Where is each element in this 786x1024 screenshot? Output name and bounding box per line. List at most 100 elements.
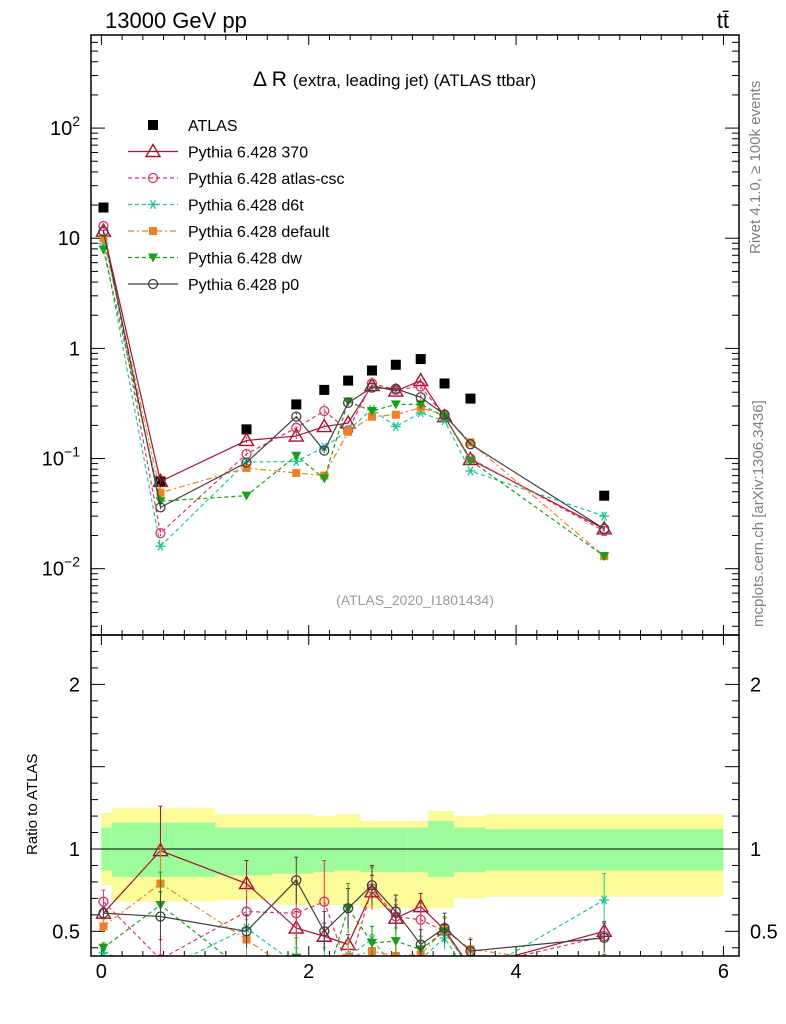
x-tick-label: 2 bbox=[303, 961, 314, 983]
x-tick-label: 6 bbox=[718, 961, 729, 983]
ratio-point-atlas_csc bbox=[291, 908, 302, 919]
ratio-series-p0 bbox=[98, 856, 610, 956]
star-stroke bbox=[392, 421, 399, 432]
legend-label-p370: Pythia 6.428 370 bbox=[188, 145, 308, 162]
ratio-point-d6t bbox=[343, 951, 354, 956]
ratio-point-p0 bbox=[98, 908, 109, 919]
data-point-ATLAS bbox=[343, 375, 354, 386]
data-point-ATLAS bbox=[366, 365, 377, 376]
legend-marker bbox=[144, 143, 162, 158]
ratio-line-p370 bbox=[102, 849, 605, 956]
ratio-point-dw bbox=[319, 983, 329, 992]
ratio-y-tick-label: 0.5 bbox=[750, 921, 778, 943]
series-line-d6t bbox=[102, 243, 605, 548]
ratio-point-d6t bbox=[319, 960, 329, 969]
series-d6t bbox=[98, 239, 610, 551]
ratio-band-inner bbox=[215, 827, 273, 876]
data-point-p370 bbox=[316, 418, 333, 433]
ratio-point-dw bbox=[390, 937, 401, 947]
legend-entry-ATLAS: ATLAS bbox=[148, 118, 238, 135]
ratio-band-inner bbox=[272, 827, 314, 874]
series-atlas_csc bbox=[98, 220, 610, 539]
ratio-point-p0 bbox=[241, 926, 252, 937]
data-point-atlas_csc bbox=[98, 220, 109, 232]
data-point-atlas_csc bbox=[415, 381, 426, 392]
data-point-default bbox=[156, 488, 165, 497]
ratio-line-dw bbox=[103, 904, 463, 956]
ratio-line-default bbox=[103, 882, 524, 956]
ratio-axes-ticks: 0 2 4 6 0.5 0.5 1 1 2 2 bbox=[52, 635, 778, 983]
mcplots-label: mcplots.cern.ch [arXiv:1306.3436] bbox=[750, 400, 767, 627]
star-stroke bbox=[294, 960, 299, 969]
series-line-p0 bbox=[102, 231, 605, 530]
y-tick-label-base: 10 bbox=[50, 118, 72, 140]
star-stroke bbox=[467, 466, 474, 476]
x-tick-label: 0 bbox=[96, 961, 107, 983]
star-stroke bbox=[468, 973, 473, 982]
ratio-panel: 0 2 4 6 0.5 0.5 1 1 2 2 Ratio to ATLAS bbox=[24, 634, 778, 992]
series-default bbox=[99, 234, 609, 561]
y-tick-label: 102 bbox=[50, 113, 80, 140]
data-point-p370 bbox=[152, 473, 169, 488]
legend-label-ATLAS: ATLAS bbox=[188, 118, 238, 135]
data-point-ATLAS bbox=[599, 490, 610, 501]
data-point-ATLAS bbox=[291, 399, 302, 410]
legend-marker bbox=[148, 199, 158, 210]
ratio-point-atlas_csc bbox=[415, 914, 426, 925]
y-tick-label-base: 10 bbox=[42, 559, 64, 581]
data-point-p0 bbox=[390, 383, 401, 394]
data-point-p370 bbox=[238, 432, 255, 447]
ratio-line-d6t bbox=[103, 899, 605, 956]
star-stroke bbox=[293, 456, 300, 467]
ratio-point-p0 bbox=[291, 875, 302, 886]
ratio-point-p0 bbox=[366, 880, 378, 891]
ratio-point-d6t bbox=[599, 895, 610, 905]
rivet-version-label: Rivet 4.1.0, ≥ 100k events bbox=[747, 81, 764, 254]
ratio-point-p0 bbox=[155, 911, 166, 922]
data-point-dw bbox=[390, 400, 401, 410]
data-point-p0 bbox=[155, 502, 166, 513]
ratio-point-d6t bbox=[391, 965, 401, 974]
ratio-point-d6t bbox=[465, 973, 475, 982]
data-point-dw bbox=[599, 552, 610, 562]
header-energy: 13000 GeV pp bbox=[105, 8, 247, 33]
ratio-point-p0 bbox=[415, 939, 426, 950]
series-line-dw bbox=[102, 249, 605, 557]
ratio-point-default bbox=[320, 982, 328, 990]
ratio-point-default bbox=[344, 953, 353, 956]
legend-entry-atlas_csc: Pythia 6.428 atlas-csc bbox=[128, 171, 345, 188]
data-point-dw bbox=[155, 497, 166, 507]
ratio-y-tick-label: 2 bbox=[750, 674, 761, 696]
star-stroke bbox=[601, 895, 608, 905]
legend-label-default: Pythia 6.428 default bbox=[188, 224, 330, 241]
legend-label-atlas_csc: Pythia 6.428 atlas-csc bbox=[188, 171, 345, 188]
ratio-point-p0 bbox=[319, 926, 330, 937]
ratio-y-tick-label: 1 bbox=[69, 839, 80, 861]
legend-entry-dw: Pythia 6.428 dw bbox=[128, 251, 302, 268]
legend-label-p0: Pythia 6.428 p0 bbox=[188, 277, 299, 294]
ratio-line-p0 bbox=[103, 879, 605, 952]
legend-marker bbox=[148, 253, 158, 263]
data-point-default bbox=[344, 427, 353, 436]
data-point-p0 bbox=[415, 392, 426, 403]
ratio-point-d6t bbox=[291, 960, 301, 969]
y-tick-label-exponent: 2 bbox=[72, 113, 80, 129]
ratio-point-default bbox=[600, 964, 608, 972]
data-point-default bbox=[367, 412, 376, 421]
ratio-point-atlas_csc bbox=[344, 965, 353, 974]
legend-entry-default: Pythia 6.428 default bbox=[128, 224, 330, 241]
y-tick-label-exponent: −1 bbox=[64, 444, 80, 460]
y-tick-label-base: 10 bbox=[42, 449, 64, 471]
ratio-y-tick-label: 1 bbox=[750, 839, 761, 861]
data-point-dw bbox=[241, 491, 252, 501]
ratio-point-dw bbox=[98, 943, 109, 953]
ratio-band-layer bbox=[101, 807, 724, 909]
y-tick-label-exponent: −2 bbox=[64, 554, 80, 570]
legend-marker bbox=[149, 227, 157, 235]
star-stroke bbox=[322, 960, 327, 969]
ratio-point-atlas_csc bbox=[319, 896, 330, 907]
data-point-atlas_csc bbox=[155, 528, 166, 539]
x-tick-label: 4 bbox=[511, 961, 522, 983]
